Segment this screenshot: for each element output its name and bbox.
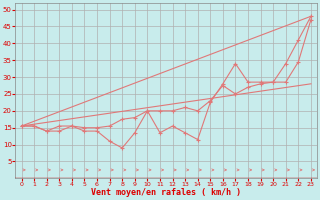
X-axis label: Vent moyen/en rafales ( km/h ): Vent moyen/en rafales ( km/h ) [91,188,241,197]
